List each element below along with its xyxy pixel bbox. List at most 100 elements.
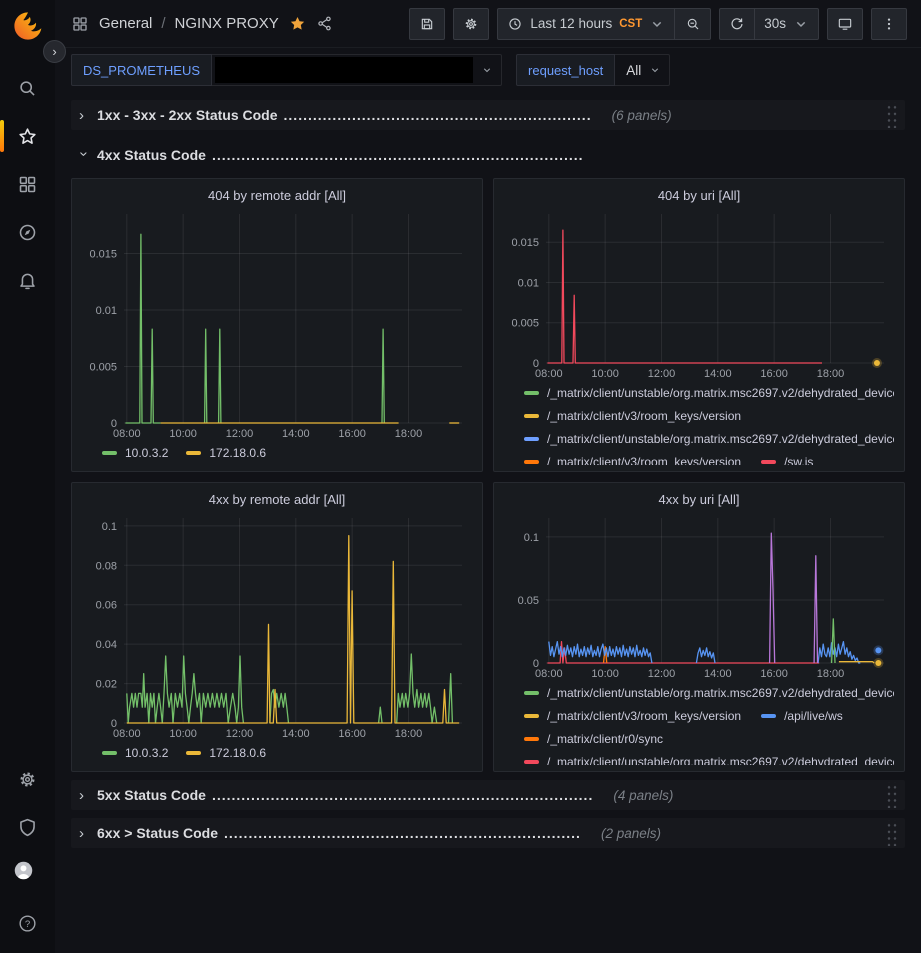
time-series-chart[interactable]: 08:00 10:00 12:00 14:00 16:00 18:00 0 0.02 0.04 0…: [82, 512, 472, 741]
panel-chart-area: 08:00 10:00 12:00 14:00 16:00 18:00 0 0.05 0.1: [504, 512, 894, 681]
legend-label: /_matrix/client/v3/room_keys/version: [547, 709, 742, 723]
sidebar-item-server-admin[interactable]: [6, 803, 50, 851]
legend-swatch: [761, 460, 777, 464]
zoom-out-time-button[interactable]: [675, 7, 712, 40]
sidebar-item-alerting[interactable]: [6, 256, 50, 304]
legend-item[interactable]: 172.18.0.6: [186, 443, 266, 463]
save-dashboard-button[interactable]: [409, 7, 446, 40]
main-area: General / NGINX PROXY: [55, 0, 921, 953]
legend-label: 10.0.3.2: [125, 446, 169, 460]
svg-text:16:00: 16:00: [760, 668, 788, 680]
svg-text:18:00: 18:00: [395, 428, 423, 440]
dashboard-title[interactable]: NGINX PROXY: [174, 15, 279, 32]
time-range-label: Last 12 hours: [530, 16, 613, 31]
gear-icon: [466, 18, 477, 29]
legend-item[interactable]: /_matrix/client/r0/sync: [524, 729, 663, 749]
svg-text:12:00: 12:00: [648, 668, 676, 680]
legend-item[interactable]: /api/live/ws: [761, 706, 843, 726]
panel-title[interactable]: 404 by remote addr [All]: [207, 188, 347, 203]
legend-label: /_matrix/client/v3/room_keys/version: [547, 455, 742, 465]
legend-item[interactable]: /_matrix/client/v3/room_keys/version: [524, 706, 741, 726]
row-chevron-icon: ›: [79, 824, 84, 842]
dashboard-variables-bar: DS_PROMETHEUS request_host All: [55, 48, 921, 92]
sidebar-item-settings[interactable]: [6, 755, 50, 803]
legend-item[interactable]: /_matrix/client/v3/room_keys/version: [524, 406, 741, 426]
time-series-chart[interactable]: 08:00 10:00 12:00 14:00 16:00 18:00 0 0.005 0.01…: [82, 208, 472, 441]
svg-text:0.005: 0.005: [511, 318, 539, 330]
svg-text:0: 0: [111, 718, 117, 730]
legend-item[interactable]: /_matrix/client/v3/room_keys/version: [524, 452, 741, 465]
legend-swatch: [524, 691, 539, 695]
sidebar-expand-button[interactable]: ›: [43, 40, 66, 63]
row-drag-handle-icon[interactable]: [885, 782, 897, 808]
help-icon: ?: [17, 913, 38, 934]
panel-grid-bottom: 4xx by remote addr [All] 08:00 10:00 12:00 1…: [71, 482, 905, 772]
legend-item[interactable]: /_matrix/client/unstable/org.matrix.msc2…: [524, 752, 894, 765]
panel-chart-area: 08:00 10:00 12:00 14:00 16:00 18:00 0 0.005 0.01…: [82, 208, 472, 441]
dashboard-settings-button[interactable]: [453, 7, 490, 40]
breadcrumb-section[interactable]: General: [99, 15, 153, 32]
svg-text:?: ?: [25, 919, 30, 930]
bell-icon: [17, 270, 38, 291]
shield-icon: [17, 817, 38, 838]
svg-text:0.1: 0.1: [102, 521, 117, 533]
dashboard-row[interactable]: › 4xx Status Code........................…: [71, 142, 905, 168]
legend-label: /_matrix/client/v3/room_keys/version: [547, 409, 742, 423]
more-options-button[interactable]: [871, 7, 907, 40]
dashboard-row[interactable]: › 6xx > Status Code......................…: [71, 818, 905, 848]
chevron-down-icon: [652, 68, 659, 73]
request-host-variable: request_host All: [516, 54, 671, 86]
share-icon[interactable]: [316, 15, 333, 32]
apps-grid-icon[interactable]: [71, 15, 89, 33]
time-range-picker[interactable]: Last 12 hours CST: [497, 7, 676, 40]
panel-title[interactable]: 4xx by uri [All]: [658, 492, 740, 507]
panel-title[interactable]: 404 by uri [All]: [657, 188, 741, 203]
legend-label: /api/live/ws: [784, 709, 843, 723]
legend-item[interactable]: /_matrix/client/unstable/org.matrix.msc2…: [524, 429, 894, 449]
sidebar-item-explore[interactable]: [6, 208, 50, 256]
legend-item[interactable]: /_matrix/client/unstable/org.matrix.msc2…: [524, 683, 894, 703]
sidebar-item-search[interactable]: [6, 64, 50, 112]
time-series-chart[interactable]: 08:00 10:00 12:00 14:00 16:00 18:00 0 0.05 0.1: [504, 512, 894, 681]
time-range-group: Last 12 hours CST: [497, 7, 712, 40]
sidebar-item-profile[interactable]: [6, 851, 50, 899]
svg-text:10:00: 10:00: [591, 668, 619, 680]
legend-item[interactable]: /_matrix/client/unstable/org.matrix.msc2…: [524, 383, 894, 403]
legend-item[interactable]: 172.18.0.6: [186, 743, 266, 763]
grafana-logo-icon[interactable]: [12, 10, 44, 42]
redacted-datasource-value: [215, 57, 474, 83]
compass-icon: [17, 222, 38, 243]
sidebar-item-help[interactable]: ?: [6, 899, 50, 947]
sidebar-item-starred[interactable]: [0, 112, 50, 160]
dashboard-row[interactable]: › 5xx Status Code........................…: [71, 780, 905, 810]
datasource-variable-select[interactable]: [212, 54, 503, 86]
chevron-down-icon: [653, 21, 662, 27]
svg-text:16:00: 16:00: [338, 428, 366, 440]
row-drag-handle-icon[interactable]: [885, 102, 897, 128]
breadcrumb-separator: /: [161, 15, 166, 32]
favorite-star-icon[interactable]: [289, 15, 306, 32]
legend-label: /_matrix/client/unstable/org.matrix.msc2…: [547, 755, 894, 765]
panel-title[interactable]: 4xx by remote addr [All]: [208, 492, 346, 507]
sidebar-item-dashboards[interactable]: [6, 160, 50, 208]
row-drag-handle-icon[interactable]: [885, 820, 897, 846]
legend-item[interactable]: 10.0.3.2: [102, 443, 168, 463]
legend-item[interactable]: /sw.js: [761, 452, 813, 465]
panel: 404 by uri [All] 08:00 10:00 12:00 14:00 16:0…: [493, 178, 905, 472]
request-host-variable-select[interactable]: All: [615, 54, 671, 86]
svg-text:0.1: 0.1: [524, 532, 539, 544]
refresh-icon: [731, 17, 743, 29]
svg-text:18:00: 18:00: [817, 368, 845, 380]
refresh-button[interactable]: [719, 7, 756, 40]
refresh-interval-picker[interactable]: 30s: [755, 7, 819, 40]
dashboard-row[interactable]: › 1xx - 3xx - 2xx Status Code............…: [71, 100, 905, 130]
monitor-icon: [838, 18, 852, 30]
legend-swatch: [524, 437, 539, 441]
legend-item[interactable]: 10.0.3.2: [102, 743, 168, 763]
gear-icon: [17, 769, 38, 790]
svg-text:14:00: 14:00: [282, 428, 310, 440]
cycle-view-mode-button[interactable]: [827, 7, 863, 40]
legend-swatch: [524, 737, 539, 741]
row-title-dots: ........................................…: [224, 825, 581, 841]
time-series-chart[interactable]: 08:00 10:00 12:00 14:00 16:00 18:00 0 0.005 0.01…: [504, 208, 894, 381]
